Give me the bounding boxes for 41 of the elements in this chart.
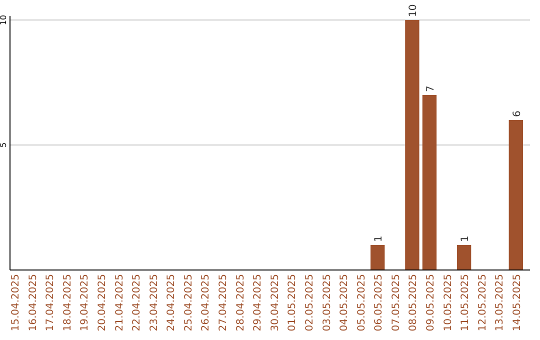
x-tick-label: 27.04.2025 xyxy=(218,274,230,332)
x-tick-label: 25.04.2025 xyxy=(183,274,194,332)
x-tick-label: 09.05.2025 xyxy=(425,274,436,332)
x-tick-label: 20.04.2025 xyxy=(97,274,108,332)
x-tick-label: 26.04.2025 xyxy=(200,274,212,332)
bar xyxy=(508,120,523,270)
data-label: 6 xyxy=(512,110,523,117)
data-label: 1 xyxy=(460,236,472,242)
x-tick-label: 15.04.2025 xyxy=(10,274,22,332)
x-tick-label: 03.05.2025 xyxy=(322,274,333,332)
x-tick-label: 18.04.2025 xyxy=(62,274,74,332)
x-tick-label: 23.04.2025 xyxy=(148,274,160,332)
x-tick-label: 05.05.2025 xyxy=(356,274,368,332)
x-tick-label: 16.04.2025 xyxy=(28,274,39,332)
data-label: 7 xyxy=(425,86,436,92)
bar xyxy=(422,95,437,270)
x-tick-label: 06.05.2025 xyxy=(374,274,385,332)
x-tick-label: 10.05.2025 xyxy=(442,274,454,332)
x-tick-label: 24.04.2025 xyxy=(166,274,178,332)
x-tick-label: 14.05.2025 xyxy=(512,274,523,332)
x-tick-label: 29.04.2025 xyxy=(252,274,264,332)
x-tick-label: 28.04.2025 xyxy=(235,274,246,332)
x-tick-label: 30.04.2025 xyxy=(270,274,281,332)
x-tick-label: 13.05.2025 xyxy=(494,274,506,332)
x-tick-label: 19.04.2025 xyxy=(80,274,91,332)
x-tick-label: 12.05.2025 xyxy=(477,274,488,332)
bar xyxy=(405,20,420,270)
bar xyxy=(370,245,385,270)
x-tick-label: 01.05.2025 xyxy=(287,274,298,332)
x-tick-label: 04.05.2025 xyxy=(339,274,350,332)
x-tick-label: 02.05.2025 xyxy=(304,274,316,332)
x-tick-label: 17.04.2025 xyxy=(45,274,56,332)
data-label: 10 xyxy=(408,4,420,17)
x-tick-label: 22.04.2025 xyxy=(132,274,143,332)
x-tick-label: 11.05.2025 xyxy=(460,274,472,332)
y-tick-label: 5 xyxy=(0,142,8,148)
x-tick-label: 08.05.2025 xyxy=(408,274,420,332)
bar xyxy=(456,245,472,270)
x-tick-label: 07.05.2025 xyxy=(390,274,402,332)
x-tick-label: 21.04.2025 xyxy=(114,274,126,332)
data-label: 1 xyxy=(374,236,385,242)
